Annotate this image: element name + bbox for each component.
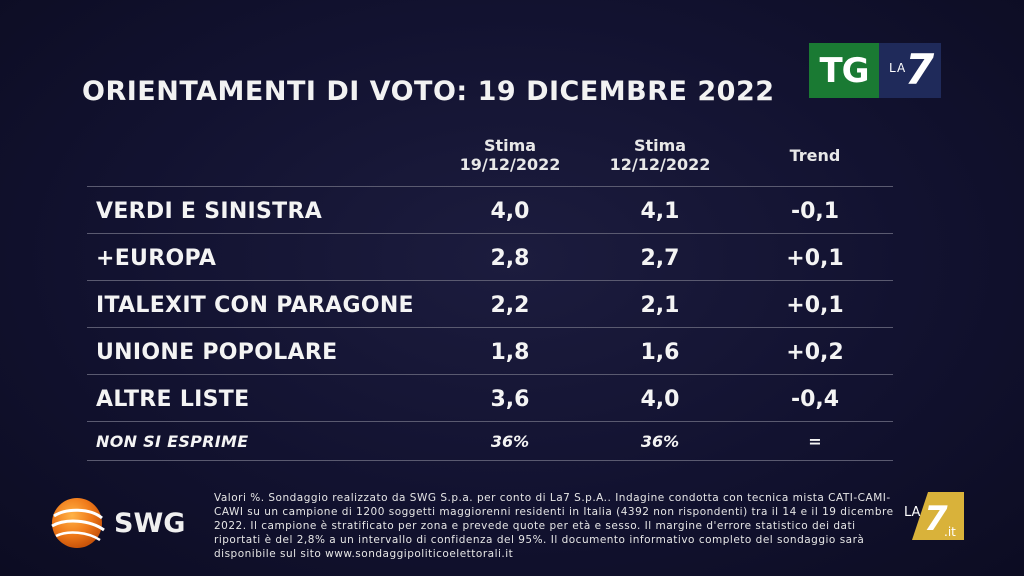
estimate-current: 2,2 <box>490 293 530 318</box>
estimate-previous: 2,7 <box>640 246 680 271</box>
corner-logo-la: LA <box>904 505 921 520</box>
column-header-previous: Stima 12/12/2022 <box>590 136 730 174</box>
estimate-previous: 1,6 <box>640 340 680 365</box>
poll-table: VERDI E SINISTRA 4,0 4,1 -0,1 +EUROPA 2,… <box>87 186 893 461</box>
table-row: +EUROPA 2,8 2,7 +0,1 <box>87 233 893 280</box>
swg-logo: SWG <box>46 494 185 552</box>
party-label: NON SI ESPRIME <box>96 432 249 451</box>
corner-logo-shape <box>912 492 964 540</box>
estimate-current: 3,6 <box>490 387 530 412</box>
trend-value: +0,1 <box>786 246 844 271</box>
corner-logo-seven: 7 <box>924 499 948 539</box>
tg-la7-logo: TG LA 7 <box>809 43 941 98</box>
trend-value: +0,2 <box>786 340 844 365</box>
column-header-previous-date: 12/12/2022 <box>609 155 711 174</box>
page-title: ORIENTAMENTI DI VOTO: 19 DICEMBRE 2022 <box>82 76 775 107</box>
methodology-footnote: Valori %. Sondaggio realizzato da SWG S.… <box>214 492 894 560</box>
estimate-previous: 4,0 <box>640 387 680 412</box>
seven-text: 7 <box>905 45 935 94</box>
column-header-current-date: 19/12/2022 <box>459 155 561 174</box>
party-label: UNIONE POPOLARE <box>96 340 338 365</box>
party-label: VERDI E SINISTRA <box>96 199 323 224</box>
party-label: +EUROPA <box>96 246 217 271</box>
party-label: ALTRE LISTE <box>96 387 250 412</box>
la7-corner-logo: LA 7 .it <box>904 492 964 540</box>
estimate-current: 2,8 <box>490 246 530 271</box>
party-label: ITALEXIT CON PARAGONE <box>96 293 414 318</box>
la7-logo-mark: LA 7 <box>879 43 941 98</box>
estimate-previous: 36% <box>640 432 680 451</box>
estimate-previous: 4,1 <box>640 199 680 224</box>
table-row: UNIONE POPOLARE 1,8 1,6 +0,2 <box>87 327 893 374</box>
swg-globe-icon <box>51 498 105 548</box>
estimate-current: 1,8 <box>490 340 530 365</box>
trend-value: = <box>808 432 822 451</box>
table-row-undecided: NON SI ESPRIME 36% 36% = <box>87 421 893 461</box>
table-row: VERDI E SINISTRA 4,0 4,1 -0,1 <box>87 186 893 233</box>
tg-logo-mark: TG <box>809 43 879 98</box>
trend-value: -0,4 <box>790 387 840 412</box>
table-row: ALTRE LISTE 3,6 4,0 -0,4 <box>87 374 893 421</box>
column-header-trend: Trend <box>789 146 841 165</box>
trend-value: -0,1 <box>790 199 840 224</box>
estimate-current: 36% <box>490 432 530 451</box>
trend-value: +0,1 <box>786 293 844 318</box>
estimate-previous: 2,1 <box>640 293 680 318</box>
table-row: ITALEXIT CON PARAGONE 2,2 2,1 +0,1 <box>87 280 893 327</box>
la-text: LA <box>889 61 907 75</box>
column-header-current: Stima 19/12/2022 <box>440 136 580 174</box>
column-header-previous-label: Stima <box>633 136 687 155</box>
column-header-current-label: Stima <box>483 136 537 155</box>
swg-wordmark: SWG <box>114 507 186 539</box>
corner-logo-it: .it <box>944 525 956 539</box>
estimate-current: 4,0 <box>490 199 530 224</box>
